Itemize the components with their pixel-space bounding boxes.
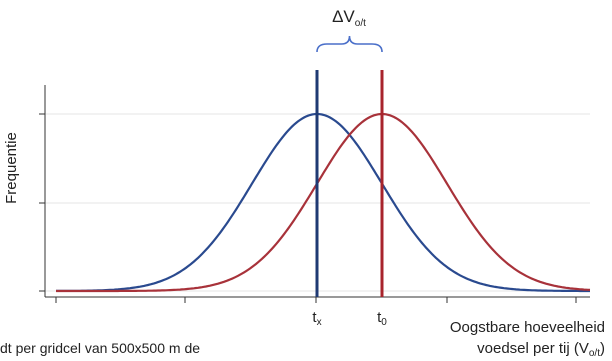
y-axis-label: Frequentie — [3, 132, 20, 204]
distribution-curve-blue — [56, 112, 590, 293]
marker-label-t0-main: t — [377, 309, 382, 326]
x-axis-label-line-2-main: voedsel per tij (V — [477, 340, 589, 357]
x-axis-label-line-1: Oogstbare hoeveelheid — [450, 319, 605, 336]
delta-label: ΔVo/t — [332, 7, 366, 29]
marker-label-t0-sub: 0 — [381, 317, 387, 328]
marker-label-tx-sub: x — [317, 317, 322, 328]
delta-label-sub: o/t — [355, 18, 366, 29]
caption-fragment: dt per gridcel van 500x500 m de — [0, 340, 200, 356]
delta-label-main: ΔV — [332, 7, 355, 26]
x-ticks — [55, 297, 577, 303]
distribution-curve-red — [56, 112, 591, 293]
marker-label-tx-main: t — [312, 309, 317, 326]
x-axis-label-line-2: voedsel per tij (Vo/t) — [477, 340, 605, 359]
x-axis-label-line-2-sub: o/t — [589, 348, 600, 359]
marker-label-tx: tx — [312, 309, 321, 328]
y-ticks — [39, 113, 45, 292]
x-axis-label-line-2-end: ) — [600, 340, 605, 357]
delta-bracket — [316, 35, 383, 53]
marker-label-t0: t0 — [377, 309, 387, 328]
